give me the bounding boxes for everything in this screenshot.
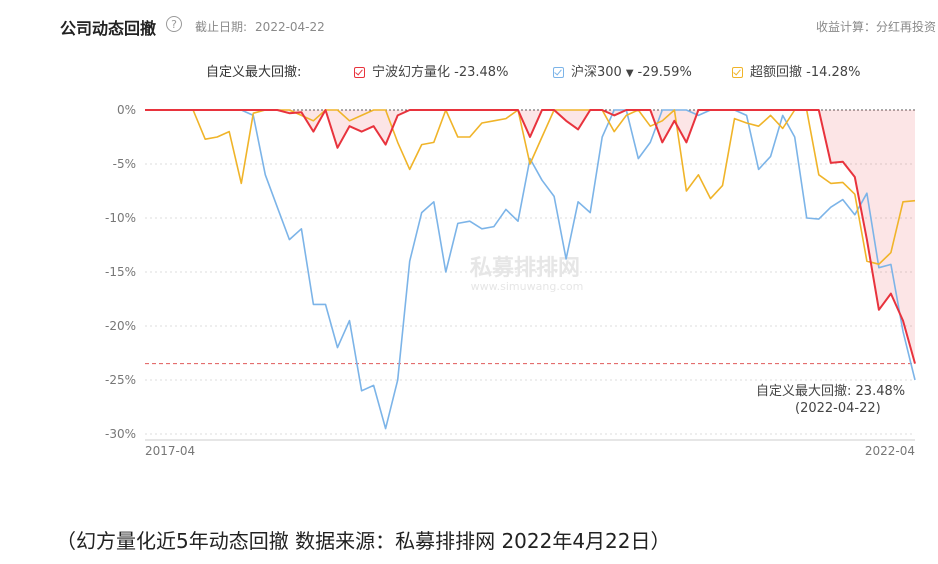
- annotation-date: (2022-04-22): [795, 401, 881, 416]
- legend-item-ningbo[interactable]: 宁波幻方量化 -23.48%: [354, 61, 508, 80]
- legend-value: -29.59%: [637, 65, 692, 80]
- checkbox-icon[interactable]: [354, 67, 365, 78]
- y-tick-label: -20%: [105, 319, 136, 333]
- legend-name: 沪深300: [571, 65, 622, 80]
- checkbox-icon[interactable]: [732, 67, 743, 78]
- watermark-url: www.simuwang.com: [471, 280, 584, 293]
- y-tick-label: -30%: [105, 427, 136, 441]
- legend-item-hs300[interactable]: 沪深300 ▼ -29.59%: [553, 61, 692, 80]
- y-tick-label: -25%: [105, 373, 136, 387]
- legend-label: 自定义最大回撤:: [206, 65, 302, 80]
- annotation-value: 23.48%: [855, 384, 906, 399]
- legend-name: 宁波幻方量化: [372, 65, 451, 80]
- chart-title: 公司动态回撤: [60, 19, 157, 38]
- series-line-ningbo: [145, 109, 916, 364]
- legend-value: -14.28%: [806, 65, 861, 80]
- y-tick-label: -10%: [105, 211, 136, 225]
- cutoff-label: 截止日期:: [195, 20, 248, 34]
- annotation-label: 自定义最大回撤:: [756, 384, 852, 399]
- caret-down-icon[interactable]: ▼: [625, 68, 634, 79]
- y-tick-label: 0%: [117, 103, 136, 117]
- checkbox-icon[interactable]: [553, 67, 564, 78]
- legend: 自定义最大回撤: 宁波幻方量化 -23.48% 沪深300 ▼ -29.59% 超额…: [0, 58, 938, 82]
- x-tick-label: 2017-04: [145, 444, 195, 458]
- x-tick-label: 2022-04: [865, 444, 915, 458]
- cutoff-value: 2022-04-22: [255, 20, 325, 34]
- chart-header: 公司动态回撤 ? 截止日期: 2022-04-22 收益计算：分红再投资: [0, 0, 938, 50]
- y-tick-label: -5%: [113, 157, 136, 171]
- watermark-text: 私募排排网: [470, 256, 580, 281]
- cutoff-date: 截止日期: 2022-04-22: [195, 18, 325, 35]
- calc-method: 收益计算：分红再投资: [815, 20, 936, 34]
- drawdown-chart: 0% -5% -10% -15% -20% -25% -30% 2017-04 2022-04 私…: [105, 103, 916, 458]
- legend-name: 超额回撤: [750, 65, 803, 80]
- drawdown-area: [145, 110, 915, 364]
- legend-item-excess[interactable]: 超额回撤 -14.28%: [732, 61, 860, 80]
- y-tick-label: -15%: [105, 265, 136, 279]
- question-circle-icon[interactable]: ?: [166, 16, 182, 32]
- figure-caption: （幻方量化近5年动态回撤 数据来源：私募排排网 2022年4月22日）: [56, 529, 671, 553]
- max-drawdown-annotation: 自定义最大回撤: 23.48%: [756, 380, 905, 399]
- legend-value: -23.48%: [454, 65, 509, 80]
